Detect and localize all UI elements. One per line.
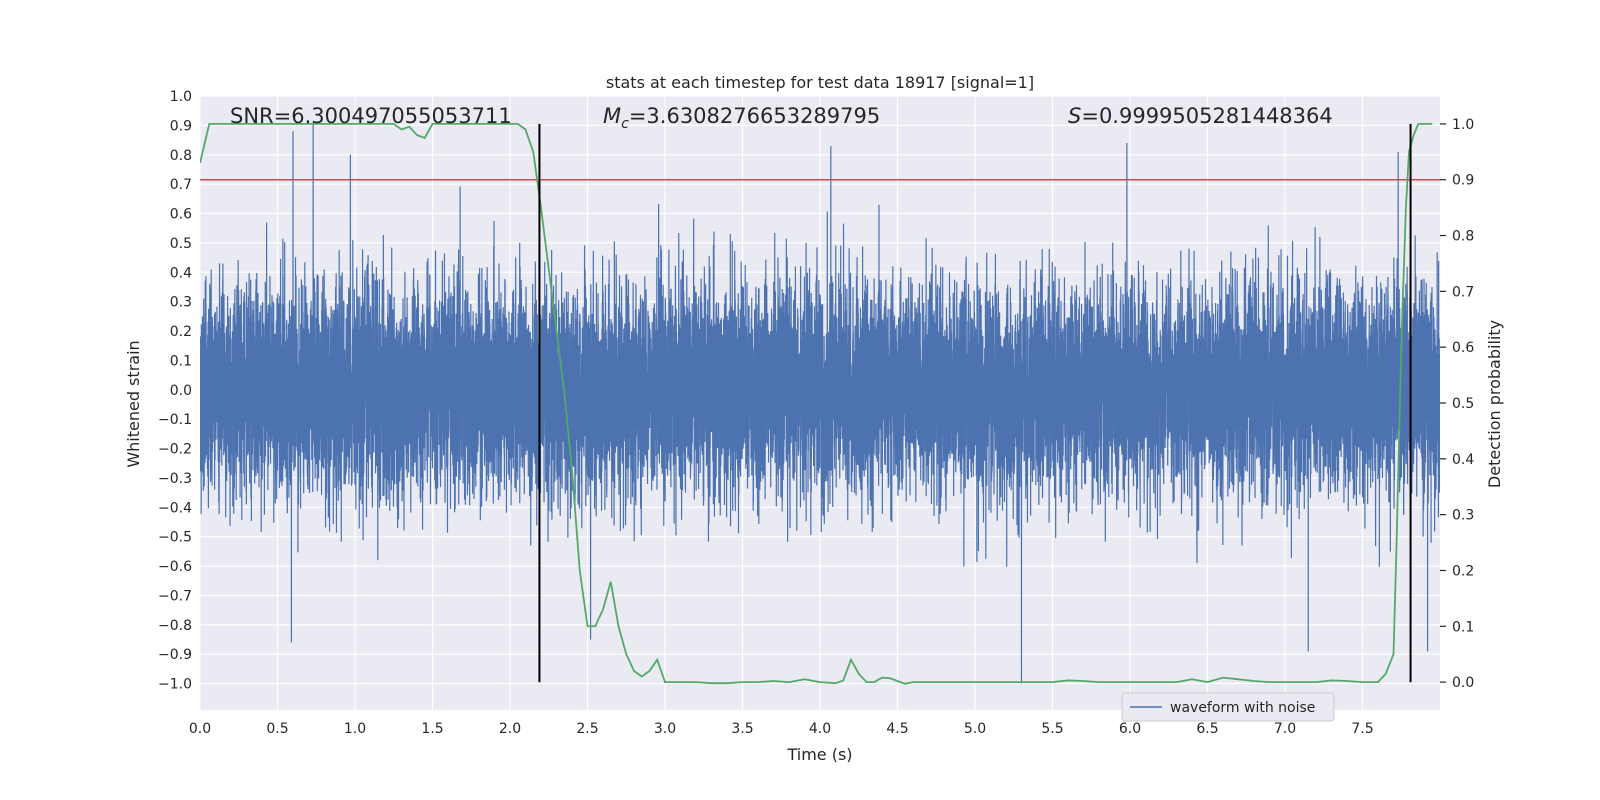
y2-tick-label: 0.9 bbox=[1452, 173, 1474, 189]
x-tick-label: 7.5 bbox=[1351, 721, 1373, 737]
x-tick-label: 2.0 bbox=[499, 721, 521, 737]
y2-tick-label: 0.3 bbox=[1452, 508, 1474, 524]
detection-statistic-annotation: S=0.9999505281448364 bbox=[1068, 104, 1333, 128]
y-tick-label: 0.4 bbox=[170, 265, 192, 281]
y-tick-label: 1.0 bbox=[170, 89, 192, 105]
x-tick-label: 6.0 bbox=[1119, 721, 1141, 737]
y-tick-label: −0.6 bbox=[158, 559, 192, 575]
x-tick-label: 5.5 bbox=[1041, 721, 1063, 737]
chirp-mass-symbol: M bbox=[603, 104, 621, 128]
detection-probability-line bbox=[200, 123, 1433, 685]
x-tick-label: 4.5 bbox=[886, 721, 908, 737]
y2-tick-label: 0.4 bbox=[1452, 452, 1474, 468]
y2-tick-label: 0.7 bbox=[1452, 284, 1474, 300]
chirp-mass-value: =3.6308276653289795 bbox=[629, 104, 880, 128]
y-tick-label: −0.1 bbox=[158, 412, 192, 428]
legend-box bbox=[1121, 692, 1335, 722]
x-tick-label: 3.0 bbox=[654, 721, 676, 737]
y2-tick-label: 1.0 bbox=[1452, 117, 1474, 133]
legend-label: waveform with noise bbox=[1170, 700, 1315, 716]
y-tick-label: 0.6 bbox=[170, 207, 192, 223]
y2-tick-label: 0.1 bbox=[1452, 619, 1474, 635]
x-tick-label: 3.5 bbox=[731, 721, 753, 737]
overlay-layer bbox=[200, 123, 1440, 685]
x-tick-label: 5.0 bbox=[964, 721, 986, 737]
snr-annotation: SNR=6.300497055053711 bbox=[230, 104, 512, 128]
y-tick-label: −0.9 bbox=[158, 647, 192, 663]
y-tick-label: 0.0 bbox=[170, 383, 192, 399]
y-tick-label: −0.7 bbox=[158, 588, 192, 604]
y-tick-label: 0.3 bbox=[170, 295, 192, 311]
x-tick-label: 0.0 bbox=[189, 721, 211, 737]
waveform-layer bbox=[200, 122, 1440, 684]
y2-axis-label: Detection probability bbox=[1485, 320, 1504, 488]
x-tick-label: 7.0 bbox=[1274, 721, 1296, 737]
y-tick-label: −1.0 bbox=[158, 677, 192, 693]
detection-statistic-symbol: S bbox=[1068, 104, 1081, 128]
detection-statistic-value: =0.9999505281448364 bbox=[1081, 104, 1332, 128]
y2-tick-label: 0.2 bbox=[1452, 563, 1474, 579]
waveform-series-line bbox=[200, 122, 1440, 684]
y-tick-label: 0.2 bbox=[170, 324, 192, 340]
y2-tick-label: 0.8 bbox=[1452, 229, 1474, 245]
x-tick-label: 2.5 bbox=[576, 721, 598, 737]
x-tick-label: 4.0 bbox=[809, 721, 831, 737]
legend: waveform with noise bbox=[1121, 692, 1335, 722]
chart-title: stats at each timestep for test data 189… bbox=[606, 73, 1034, 92]
y-tick-label: 0.7 bbox=[170, 177, 192, 193]
y-tick-label: 0.1 bbox=[170, 353, 192, 369]
y2-tick-label: 0.0 bbox=[1452, 675, 1474, 691]
y-tick-label: −0.2 bbox=[158, 442, 192, 458]
y2-tick-label: 0.6 bbox=[1452, 340, 1474, 356]
y-tick-label: −0.8 bbox=[158, 618, 192, 634]
x-tick-label: 1.5 bbox=[421, 721, 443, 737]
x-tick-label: 1.0 bbox=[344, 721, 366, 737]
ticks-layer: 1.0 0.9 0.8 0.7 0.6 0.5 0.4 0.3 0.2 0.1 0.0 −0.1 −0.… bbox=[158, 89, 1474, 737]
y-tick-label: −0.5 bbox=[158, 530, 192, 546]
chirp-mass-annotation: Mc=3.6308276653289795 bbox=[603, 104, 880, 132]
y2-tick-label: 0.5 bbox=[1452, 396, 1474, 412]
y-tick-label: −0.3 bbox=[158, 471, 192, 487]
x-tick-label: 6.5 bbox=[1196, 721, 1218, 737]
x-axis-label: Time (s) bbox=[786, 745, 852, 764]
x-tick-label: 0.5 bbox=[266, 721, 288, 737]
y-tick-label: −0.4 bbox=[158, 500, 192, 516]
chirp-mass-subscript: c bbox=[621, 116, 629, 132]
y-tick-label: 0.5 bbox=[170, 236, 192, 252]
y-tick-label: 0.9 bbox=[170, 118, 192, 134]
y-axis-label: Whitened strain bbox=[124, 340, 143, 467]
y-tick-label: 0.8 bbox=[170, 148, 192, 164]
